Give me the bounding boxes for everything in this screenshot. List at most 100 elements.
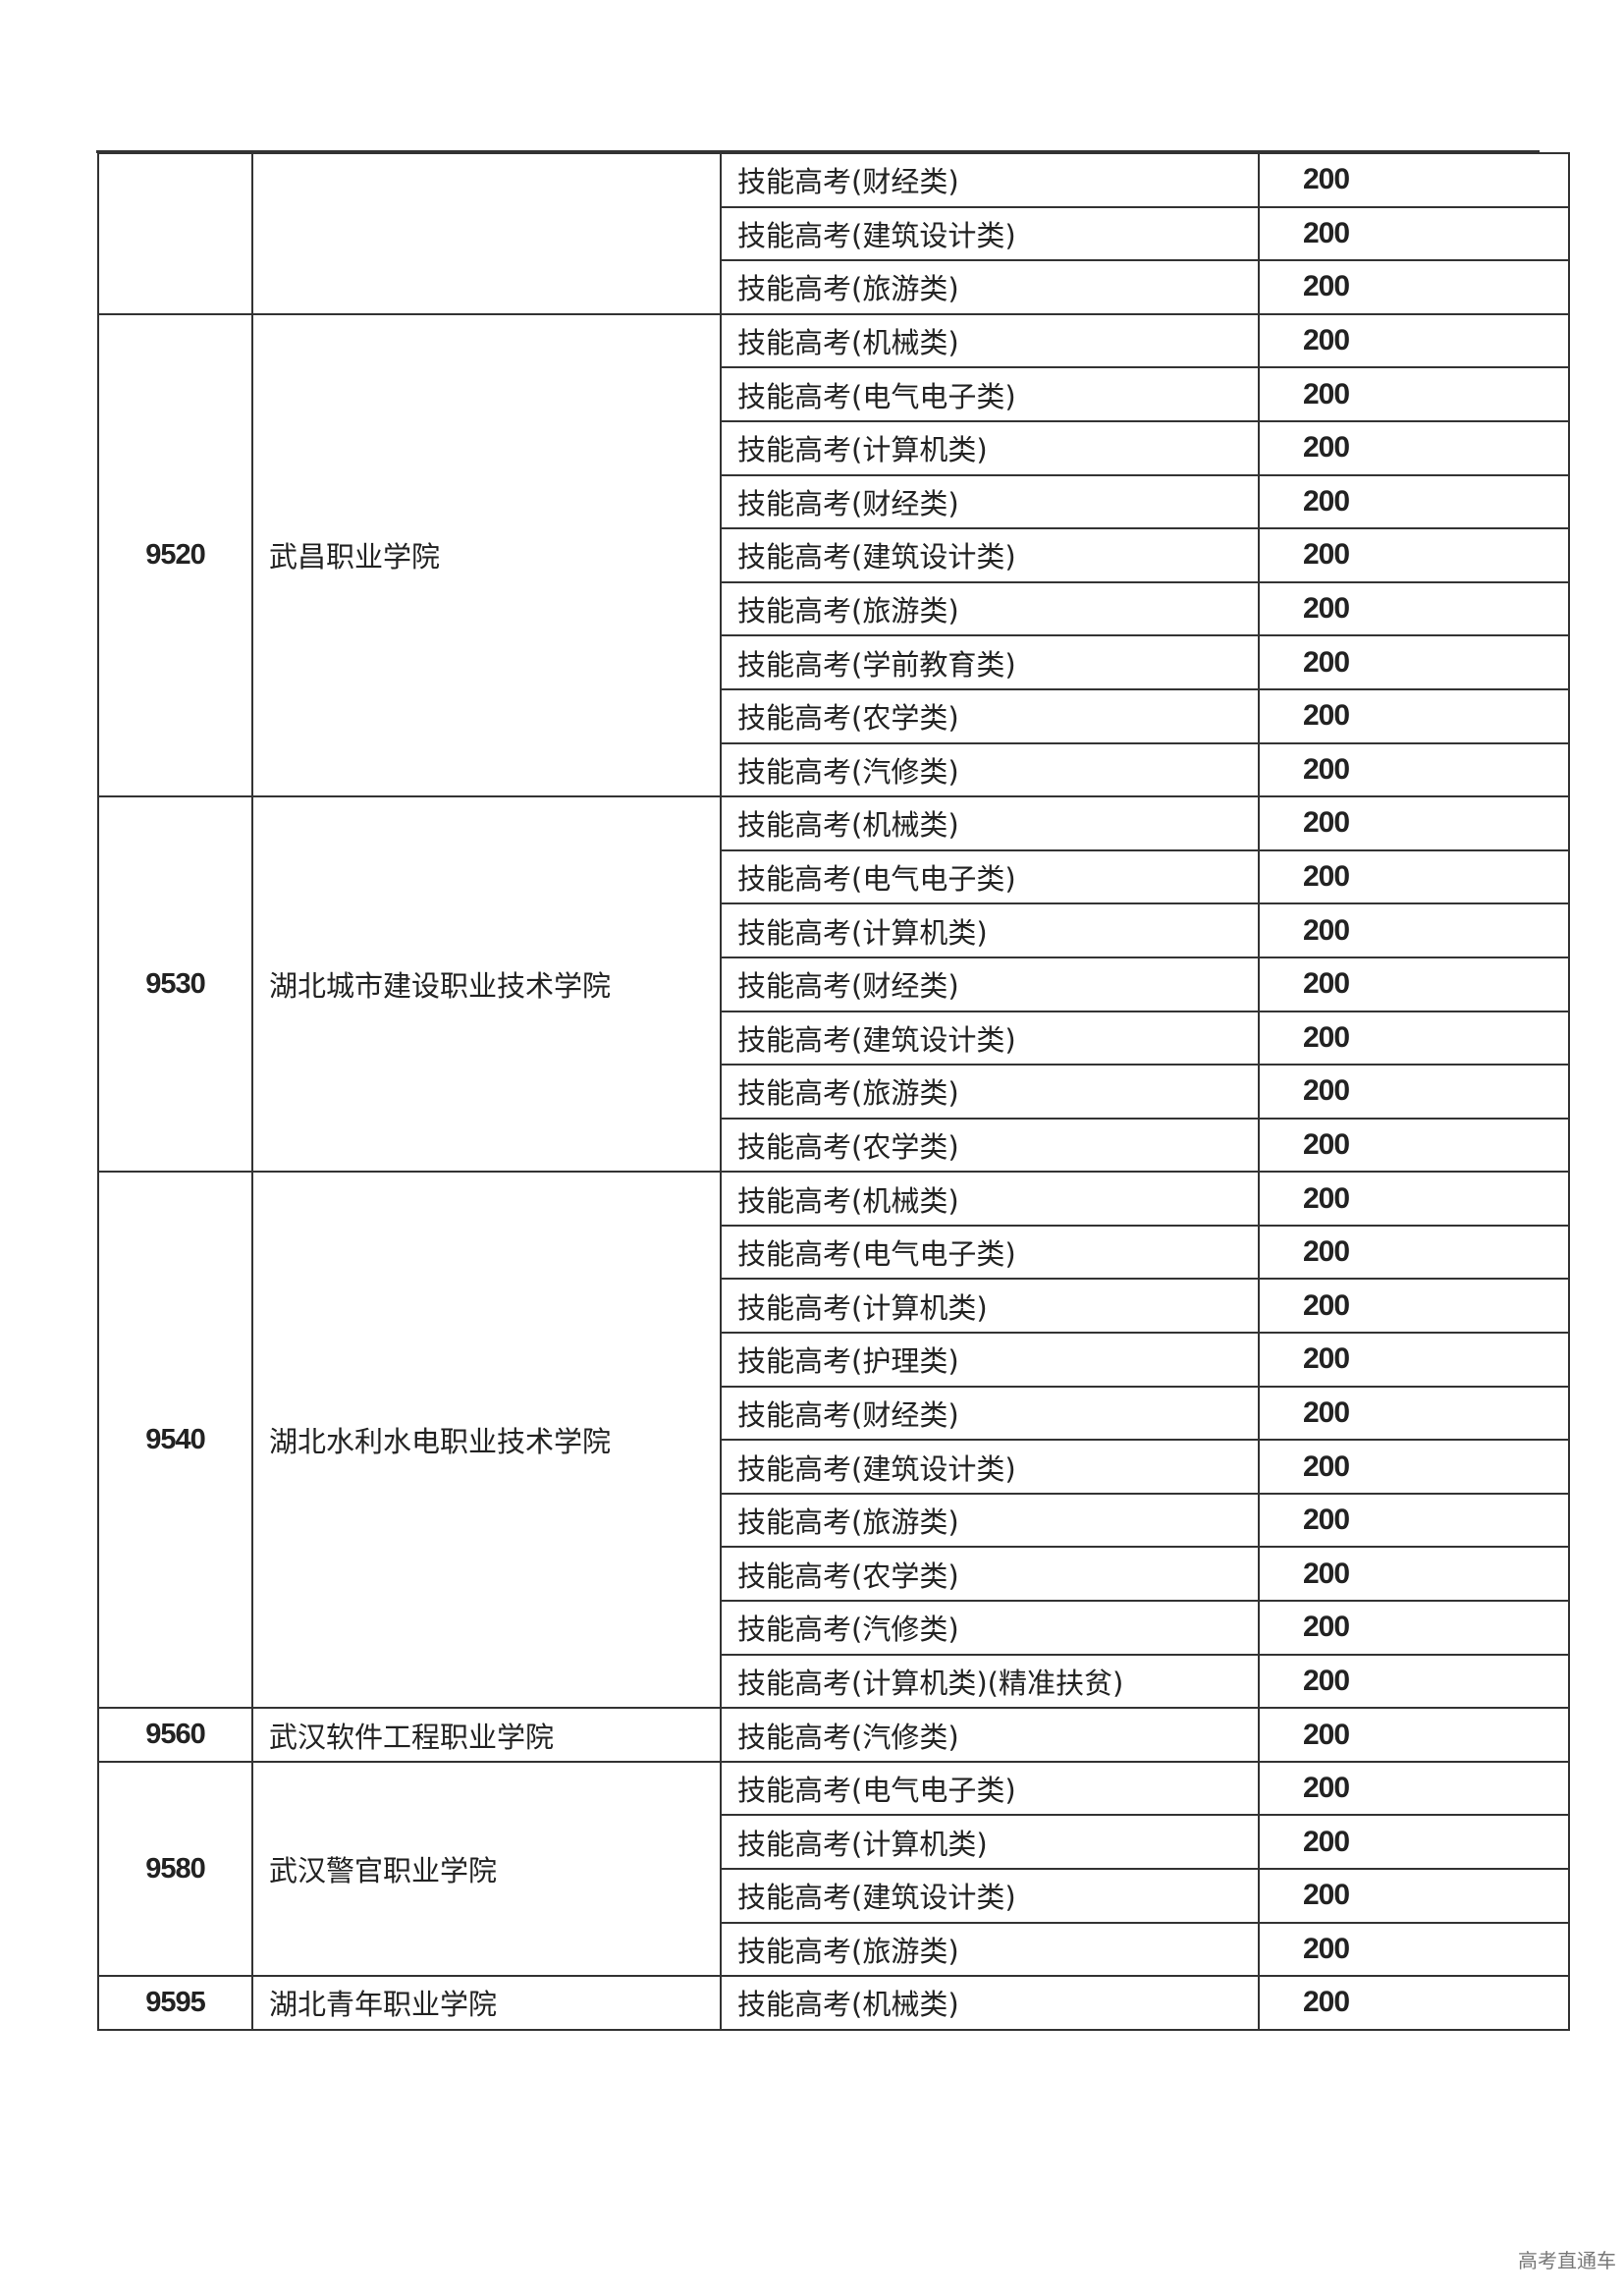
table-row: 技能高考(计算机类) 200 [98, 419, 1570, 476]
table-row: 技能高考(建筑设计类) 200 [98, 205, 1570, 262]
plan-count: 200 [1258, 741, 1570, 798]
table-row: 技能高考(建筑设计类) 200 [98, 1010, 1570, 1066]
major-name: 技能高考(建筑设计类) [720, 1010, 1260, 1066]
major-name: 技能高考(机械类) [720, 312, 1260, 369]
table-row: 9560 武汉软件工程职业学院 技能高考(汽修类) 200 [97, 1707, 1570, 1763]
school-name: 湖北城市建设职业技术学院 [251, 795, 722, 1174]
plan-count: 200 [1258, 956, 1570, 1012]
major-name: 技能高考(机械类) [720, 1171, 1260, 1227]
plan-count: 200 [1258, 366, 1570, 422]
plan-count: 200 [1258, 1171, 1570, 1227]
table-row: 9580 武汉警官职业学院 技能高考(电气电子类) 200 [97, 1760, 1570, 1978]
plan-count: 200 [1258, 1600, 1570, 1656]
plan-count: 200 [1258, 152, 1570, 208]
plan-count: 200 [1258, 419, 1570, 476]
plan-count: 200 [1258, 1492, 1570, 1549]
plan-count: 200 [1258, 795, 1570, 851]
table-row: 技能高考(计算机类) 200 [98, 902, 1570, 958]
school-code: 9520 [97, 312, 253, 798]
table-row: 9530 湖北城市建设职业技术学院 技能高考(机械类) 200 [97, 795, 1570, 1174]
major-name: 技能高考(计算机类)(精准扶贫) [720, 1653, 1260, 1710]
table-row: 技能高考(财经类) 200 [98, 1385, 1570, 1442]
table-row: 技能高考(计算机类) 200 [98, 1814, 1570, 1870]
plan-count: 200 [1258, 1760, 1570, 1817]
major-name: 技能高考(电气电子类) [720, 1224, 1260, 1281]
major-name: 技能高考(机械类) [720, 1975, 1260, 2031]
major-name: 技能高考(汽修类) [720, 741, 1260, 798]
major-name: 技能高考(电气电子类) [720, 848, 1260, 905]
major-name: 技能高考(旅游类) [720, 1921, 1260, 1978]
table-row: 技能高考(旅游类) 200 [98, 259, 1570, 315]
table-row: 9520 武昌职业学院 技能高考(机械类) 200 [97, 312, 1570, 798]
plan-count: 200 [1258, 1653, 1570, 1710]
major-name: 技能高考(旅游类) [720, 1064, 1260, 1120]
table-row: 技能高考(旅游类) 200 [98, 1064, 1570, 1120]
school-code [97, 152, 253, 315]
major-name: 技能高考(电气电子类) [720, 1760, 1260, 1817]
major-name: 技能高考(农学类) [720, 1117, 1260, 1174]
major-name: 技能高考(建筑设计类) [720, 205, 1260, 262]
school-code: 9580 [97, 1760, 253, 1978]
major-name: 技能高考(计算机类) [720, 902, 1260, 958]
plan-count: 200 [1258, 1921, 1570, 1978]
plan-count: 200 [1258, 1546, 1570, 1603]
table-row: 技能高考(建筑设计类) 200 [98, 527, 1570, 583]
table-row: 技能高考(电气电子类) 200 [98, 366, 1570, 422]
major-name: 技能高考(机械类) [720, 795, 1260, 851]
major-name: 技能高考(旅游类) [720, 259, 1260, 315]
major-name: 技能高考(汽修类) [720, 1600, 1260, 1656]
school-code: 9530 [97, 795, 253, 1174]
table-row: 技能高考(农学类) 200 [98, 1546, 1570, 1603]
table-row: 技能高考(旅游类) 200 [98, 580, 1570, 637]
major-name: 技能高考(财经类) [720, 473, 1260, 530]
table-row: 技能高考(农学类) 200 [98, 687, 1570, 744]
table-row: 技能高考(护理类) 200 [98, 1332, 1570, 1388]
school-code: 9540 [97, 1171, 253, 1710]
major-name: 技能高考(农学类) [720, 687, 1260, 744]
table-row: 9595 湖北青年职业学院 技能高考(机械类) 200 [97, 1975, 1570, 2031]
plan-count: 200 [1258, 1385, 1570, 1442]
school-name: 湖北青年职业学院 [251, 1975, 722, 2031]
table-row: 技能高考(建筑设计类) 200 [98, 1868, 1570, 1924]
school-name: 湖北水利水电职业技术学院 [251, 1171, 722, 1710]
plan-count: 200 [1258, 1224, 1570, 1281]
table-row: 技能高考(旅游类) 200 [98, 1921, 1570, 1978]
table-row: 技能高考(建筑设计类) 200 [98, 1439, 1570, 1495]
table-row: 技能高考(汽修类) 200 [98, 741, 1570, 798]
table-row: 技能高考(财经类) 200 [98, 956, 1570, 1012]
plan-count: 200 [1258, 902, 1570, 958]
major-name: 技能高考(电气电子类) [720, 366, 1260, 422]
plan-count: 200 [1258, 1975, 1570, 2031]
school-name: 武昌职业学院 [251, 312, 722, 798]
table-row: 技能高考(计算机类)(精准扶贫) 200 [98, 1653, 1570, 1710]
table-row: 技能高考(电气电子类) 200 [98, 1224, 1570, 1281]
school-name: 武汉软件工程职业学院 [251, 1707, 722, 1763]
plan-count: 200 [1258, 848, 1570, 905]
major-name: 技能高考(计算机类) [720, 1814, 1260, 1870]
major-name: 技能高考(建筑设计类) [720, 527, 1260, 583]
plan-count: 200 [1258, 1868, 1570, 1924]
admission-plan-table: 技能高考(财经类) 200 技能高考(建筑设计类) 200 技能高考(旅游类) 200 95… [97, 152, 1570, 2031]
major-name: 技能高考(农学类) [720, 1546, 1260, 1603]
major-name: 技能高考(财经类) [720, 956, 1260, 1012]
major-name: 技能高考(财经类) [720, 152, 1260, 208]
plan-count: 200 [1258, 634, 1570, 690]
top-rule [96, 150, 1540, 153]
plan-count: 200 [1258, 1814, 1570, 1870]
table-row: 技能高考(学前教育类) 200 [98, 634, 1570, 690]
plan-count: 200 [1258, 527, 1570, 583]
table-row: 技能高考(旅游类) 200 [98, 1492, 1570, 1549]
plan-count: 200 [1258, 1278, 1570, 1335]
plan-count: 200 [1258, 687, 1570, 744]
plan-count: 200 [1258, 205, 1570, 262]
major-name: 技能高考(护理类) [720, 1332, 1260, 1388]
major-name: 技能高考(汽修类) [720, 1707, 1260, 1763]
major-name: 技能高考(旅游类) [720, 1492, 1260, 1549]
major-name: 技能高考(财经类) [720, 1385, 1260, 1442]
table-row: 技能高考(计算机类) 200 [98, 1278, 1570, 1335]
watermark: 高考直通车 [1518, 2249, 1616, 2272]
plan-count: 200 [1258, 312, 1570, 369]
plan-count: 200 [1258, 1010, 1570, 1066]
plan-count: 200 [1258, 580, 1570, 637]
school-name [251, 152, 722, 315]
